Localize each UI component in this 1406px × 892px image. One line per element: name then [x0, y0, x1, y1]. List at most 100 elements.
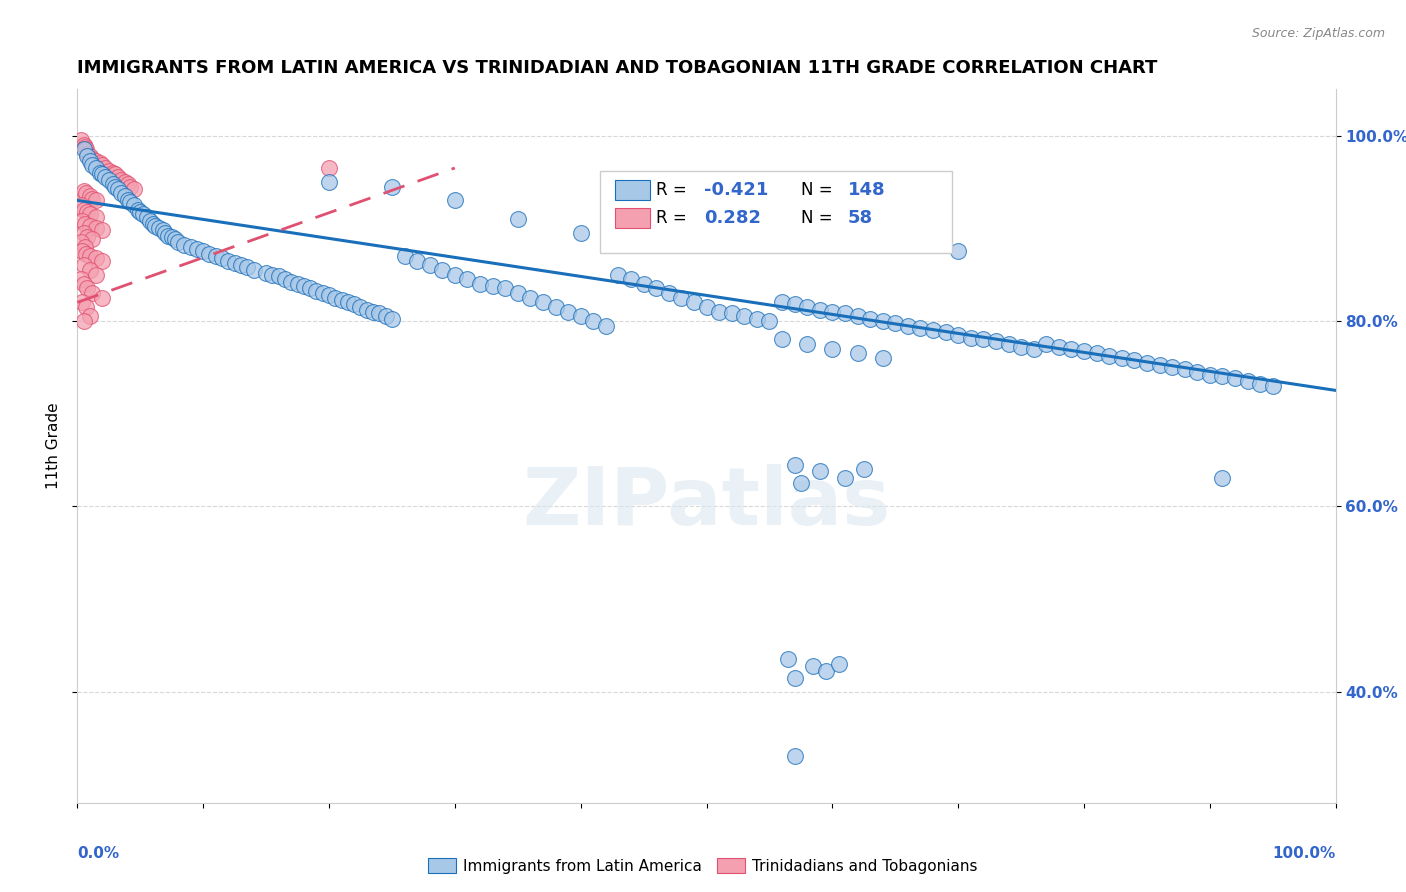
Y-axis label: 11th Grade: 11th Grade	[45, 402, 60, 490]
Point	[173, 238, 195, 252]
Point	[607, 268, 630, 282]
Point	[101, 177, 124, 191]
Text: 100.0%: 100.0%	[1272, 846, 1336, 861]
Point	[381, 312, 404, 326]
Point	[531, 295, 554, 310]
Point	[834, 306, 856, 320]
Point	[834, 471, 856, 485]
Point	[180, 240, 202, 254]
Point	[72, 314, 94, 328]
Point	[132, 207, 155, 221]
Point	[104, 179, 127, 194]
Point	[82, 286, 104, 301]
Point	[783, 297, 806, 311]
Point	[117, 177, 139, 191]
Point	[872, 351, 894, 365]
Point	[72, 244, 94, 259]
Point	[796, 337, 818, 351]
Point	[959, 330, 981, 344]
Point	[91, 223, 114, 237]
Point	[1123, 352, 1146, 367]
Point	[79, 263, 101, 277]
Point	[143, 219, 166, 234]
Point	[73, 217, 96, 231]
Point	[1199, 368, 1222, 382]
Point	[167, 235, 190, 249]
Point	[821, 304, 844, 318]
Point	[217, 253, 239, 268]
Point	[120, 179, 142, 194]
Point	[683, 295, 706, 310]
Point	[456, 272, 478, 286]
Point	[72, 214, 94, 228]
Point	[506, 286, 529, 301]
Text: IMMIGRANTS FROM LATIN AMERICA VS TRINIDADIAN AND TOBAGONIAN 11TH GRADE CORRELATI: IMMIGRANTS FROM LATIN AMERICA VS TRINIDA…	[77, 59, 1157, 77]
Point	[91, 253, 114, 268]
Point	[859, 312, 882, 326]
Point	[783, 749, 806, 764]
Point	[620, 272, 643, 286]
FancyBboxPatch shape	[614, 209, 650, 228]
Point	[198, 247, 221, 261]
Point	[349, 300, 371, 314]
Point	[70, 235, 93, 249]
Point	[803, 658, 825, 673]
Point	[783, 671, 806, 685]
Point	[1085, 346, 1108, 360]
Point	[770, 295, 793, 310]
Point	[569, 310, 592, 324]
Point	[444, 268, 467, 282]
Point	[645, 281, 668, 295]
Legend: Immigrants from Latin America, Trinidadians and Tobagonians: Immigrants from Latin America, Trinidadi…	[422, 852, 984, 880]
Point	[846, 310, 869, 324]
Point	[1249, 376, 1271, 391]
Point	[72, 295, 94, 310]
Point	[84, 154, 107, 169]
Point	[262, 268, 284, 282]
Point	[872, 314, 894, 328]
Text: 0.282: 0.282	[704, 210, 761, 227]
FancyBboxPatch shape	[599, 171, 952, 253]
Point	[79, 207, 101, 221]
Point	[236, 260, 259, 274]
Point	[1174, 362, 1197, 376]
Point	[254, 266, 277, 280]
Point	[76, 281, 98, 295]
Point	[229, 258, 252, 272]
Point	[114, 188, 136, 202]
Point	[544, 300, 567, 314]
Point	[1136, 355, 1159, 369]
Point	[336, 295, 359, 310]
Point	[984, 334, 1007, 349]
Text: -0.421: -0.421	[704, 181, 768, 199]
Point	[155, 226, 177, 240]
Point	[808, 464, 831, 478]
Point	[91, 291, 114, 305]
Point	[1111, 351, 1133, 365]
Point	[406, 253, 429, 268]
Point	[280, 275, 302, 289]
Point	[224, 256, 246, 270]
Point	[72, 137, 94, 152]
Point	[79, 219, 101, 234]
Text: Source: ZipAtlas.com: Source: ZipAtlas.com	[1251, 27, 1385, 40]
Point	[481, 278, 503, 293]
Point	[1187, 365, 1209, 379]
Point	[82, 192, 104, 206]
Point	[1236, 374, 1258, 388]
Point	[997, 337, 1019, 351]
Point	[707, 304, 730, 318]
Point	[72, 184, 94, 198]
Point	[242, 263, 264, 277]
Point	[633, 277, 655, 291]
Point	[152, 223, 174, 237]
Point	[569, 226, 592, 240]
Point	[778, 652, 800, 666]
Point	[972, 333, 994, 347]
Point	[1211, 471, 1233, 485]
Point	[935, 325, 957, 339]
Point	[361, 304, 384, 318]
Point	[72, 202, 94, 217]
Point	[318, 175, 340, 189]
Point	[75, 300, 97, 314]
